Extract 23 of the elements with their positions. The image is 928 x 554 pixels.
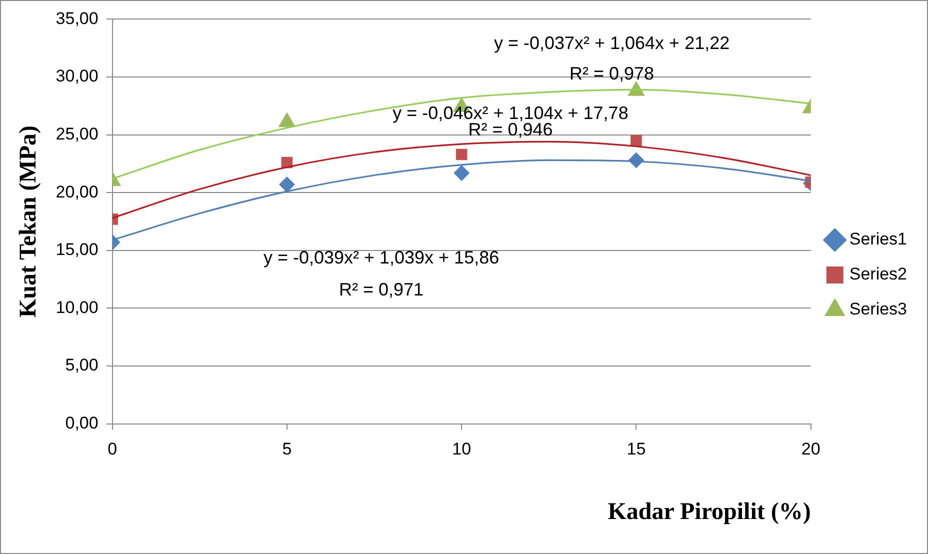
- y-tick-label: 35,00: [56, 8, 98, 28]
- legend-label: Series2: [849, 264, 907, 284]
- annotation: y = -0,037x² + 1,064x + 21,22: [494, 32, 730, 53]
- y-tick-label: 25,00: [56, 124, 98, 144]
- annotation: y = -0,046x² + 1,104x + 17,78: [392, 102, 628, 123]
- x-tick-label: 0: [108, 440, 118, 459]
- x-tick-label: 5: [282, 440, 292, 459]
- annotation: y = -0,039x² + 1,039x + 15,86: [263, 248, 500, 268]
- annotation: R² = 0,978: [570, 64, 654, 84]
- x-tick-label: 10: [452, 440, 472, 459]
- y-tick-label: 5,00: [65, 356, 98, 375]
- y-tick-label: 10,00: [56, 298, 98, 317]
- y-tick-label: 15,00: [56, 240, 98, 260]
- legend-label: Series3: [849, 300, 907, 319]
- x-tick-label: 15: [626, 440, 646, 459]
- y-tick-label: 30,00: [56, 66, 98, 86]
- y-axis-title: Kuat Tekan (MPa): [16, 125, 42, 318]
- y-tick-label: 20,00: [56, 182, 98, 202]
- y-tick-label: 0,00: [65, 413, 98, 432]
- x-tick-label: 20: [801, 440, 820, 459]
- annotation: R² = 0,971: [338, 279, 424, 300]
- x-axis-title: Kadar Piropilit (%): [608, 498, 811, 525]
- legend-label: Series1: [849, 230, 907, 249]
